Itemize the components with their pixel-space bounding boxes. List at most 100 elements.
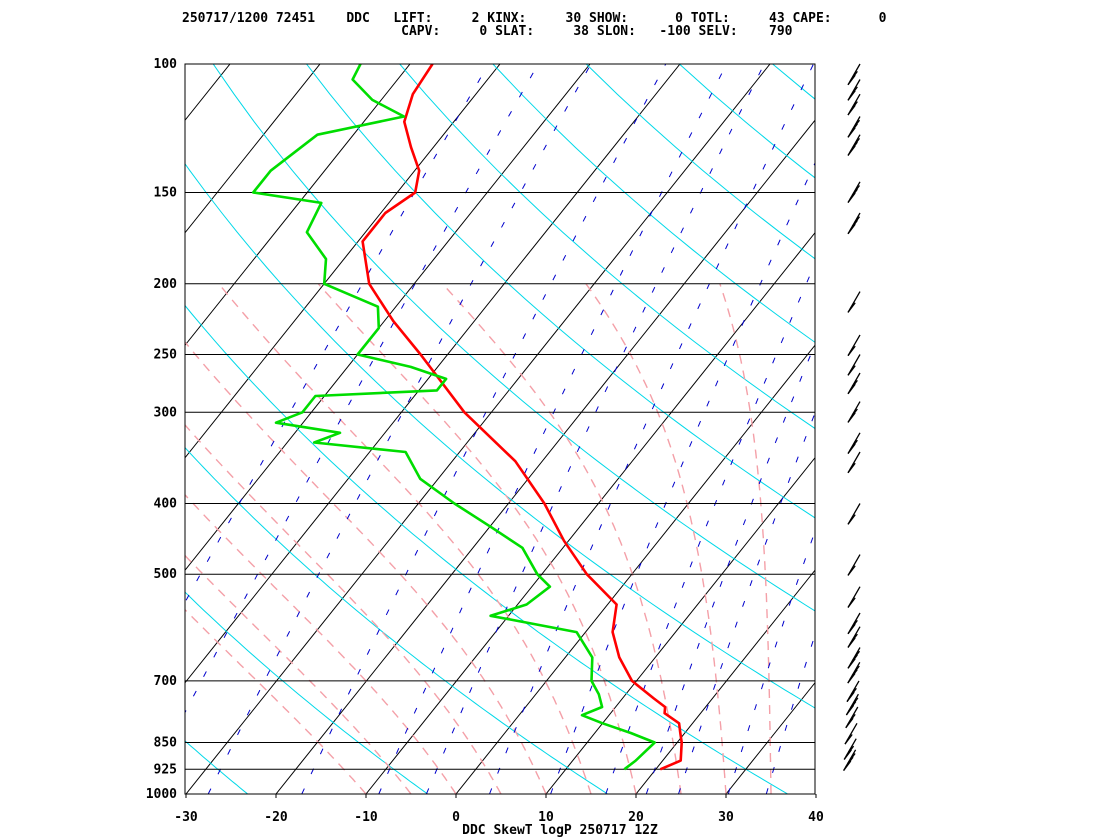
- wind-barb: [847, 93, 861, 116]
- pressure-tick-label: 200: [154, 277, 178, 292]
- wind-barb-feather: [851, 185, 861, 196]
- sounding-profiles: [251, 64, 684, 771]
- wind-barb: [847, 554, 861, 576]
- pressure-tick-label: 400: [154, 497, 178, 512]
- moist-adiabat-line: [441, 283, 682, 794]
- wind-barb-feather: [846, 735, 852, 741]
- dewpoint-profile: [251, 64, 657, 771]
- pressure-tick-label: 850: [154, 735, 178, 750]
- pressure-tick-label: 925: [154, 762, 177, 777]
- wind-barb: [847, 212, 861, 235]
- wind-barb: [847, 181, 861, 203]
- wind-barb: [845, 693, 859, 716]
- wind-barb: [846, 680, 860, 703]
- moist-adiabat-line: [185, 423, 502, 794]
- wind-barb-feather: [851, 634, 857, 641]
- header-line-1: 250717/1200 72451 DDC LIFT: 2 KINX: 30 S…: [182, 11, 887, 26]
- isotherm-line: [185, 64, 321, 234]
- temperature-tick-label: 30: [718, 810, 734, 825]
- isotherm-line: [635, 569, 815, 794]
- isotherm-line: [365, 231, 815, 794]
- wind-barb-feather: [849, 439, 858, 451]
- wind-barb-feather: [847, 714, 856, 725]
- wind-barb: [847, 647, 861, 669]
- temperature-tick-label: 40: [808, 810, 824, 825]
- temperature-tick-label: -20: [264, 810, 288, 825]
- isotherm-line: [185, 64, 501, 459]
- moist-adiabat-line: [185, 554, 412, 794]
- chart-title: DDC SkewT logP 250717 12Z: [462, 823, 658, 838]
- wind-barb-feather: [851, 650, 861, 662]
- wind-barb: [847, 334, 861, 357]
- temperature-tick-label: -30: [174, 810, 198, 825]
- wind-barb: [847, 586, 861, 608]
- pressure-tick-labels: 100 150 200 250 300 400 500 700 850 925 1000: [146, 57, 177, 802]
- mixing-ratio-line: [727, 529, 815, 794]
- temperature-tick-labels: -30 -20 -10 0 10 20 30 40: [174, 794, 824, 825]
- wind-barb: [847, 503, 861, 525]
- wind-barb: [847, 401, 861, 423]
- wind-barb-feather: [849, 303, 855, 309]
- pressure-tick-label: 700: [154, 674, 178, 689]
- wind-barbs: [843, 63, 861, 771]
- moist-adiabat-line: [185, 493, 457, 794]
- pressure-tick-label: 100: [154, 57, 178, 72]
- mixing-ratio-line: [678, 411, 815, 794]
- wind-barb-feather: [851, 119, 861, 131]
- temperature-tick-label: -10: [354, 810, 378, 825]
- wind-barb: [847, 661, 861, 684]
- wind-barb-feather: [851, 665, 860, 676]
- wind-barb: [847, 432, 861, 454]
- wind-barb-feather: [850, 697, 859, 708]
- wind-barb-feather: [847, 565, 856, 576]
- wind-barb: [847, 79, 861, 101]
- moist-adiabat-line: [218, 283, 592, 794]
- wind-barb-feather: [851, 138, 861, 149]
- wind-barb-feather: [851, 381, 857, 387]
- wind-barb-feather: [851, 409, 857, 416]
- pressure-tick-label: 300: [154, 405, 178, 420]
- isotherm-line: [185, 64, 411, 347]
- wind-barb: [847, 116, 861, 138]
- wind-barb: [847, 451, 861, 474]
- wind-barb-feather: [849, 86, 858, 97]
- plot-frame: [184, 63, 816, 795]
- wind-barb-feather: [850, 689, 856, 695]
- wind-barb: [844, 722, 858, 745]
- wind-barb-feather: [849, 346, 855, 353]
- wind-barb: [847, 63, 861, 86]
- wind-barb: [847, 354, 861, 376]
- moist-adiabat-line: [317, 283, 637, 794]
- isotherm-line: [275, 119, 815, 794]
- wind-barb-feather: [847, 514, 856, 525]
- wind-barb: [847, 612, 861, 635]
- isotherm-line: [545, 456, 815, 794]
- temperature-tick-label: 20: [628, 810, 644, 825]
- wind-barb-feather: [847, 746, 853, 753]
- mixing-ratio-line: [605, 262, 815, 794]
- mixing-ratio-line: [550, 161, 815, 794]
- pressure-tick-label: 150: [154, 186, 178, 201]
- wind-barb-feather: [851, 102, 857, 108]
- wind-barb: [845, 706, 859, 729]
- isotherm-line: [185, 64, 681, 684]
- wind-barb-feather: [847, 597, 856, 608]
- isotherm-line: [185, 64, 771, 794]
- wind-barb: [847, 134, 861, 156]
- moist-adiabat-line: [719, 283, 772, 794]
- wind-barb: [843, 749, 857, 771]
- wind-barb-feather: [849, 366, 855, 372]
- wind-barb-feather: [849, 71, 858, 82]
- header-line-2: CAPV: 0 SLAT: 38 SLON: -100 SELV: 790: [182, 24, 793, 39]
- pressure-tick-label: 1000: [146, 787, 177, 802]
- wind-barb: [843, 738, 857, 760]
- temperature-tick-label: 10: [538, 810, 554, 825]
- temperature-profile: [361, 64, 684, 771]
- wind-barb-feather: [849, 463, 855, 470]
- wind-barb-feather: [849, 620, 858, 631]
- temperature-tick-label: 0: [452, 810, 460, 825]
- moist-adiabat-line: [185, 608, 367, 794]
- moist-adiabat-line: [585, 283, 727, 794]
- mixing-ratio-line: [645, 342, 815, 794]
- wind-barb-feather: [853, 217, 859, 223]
